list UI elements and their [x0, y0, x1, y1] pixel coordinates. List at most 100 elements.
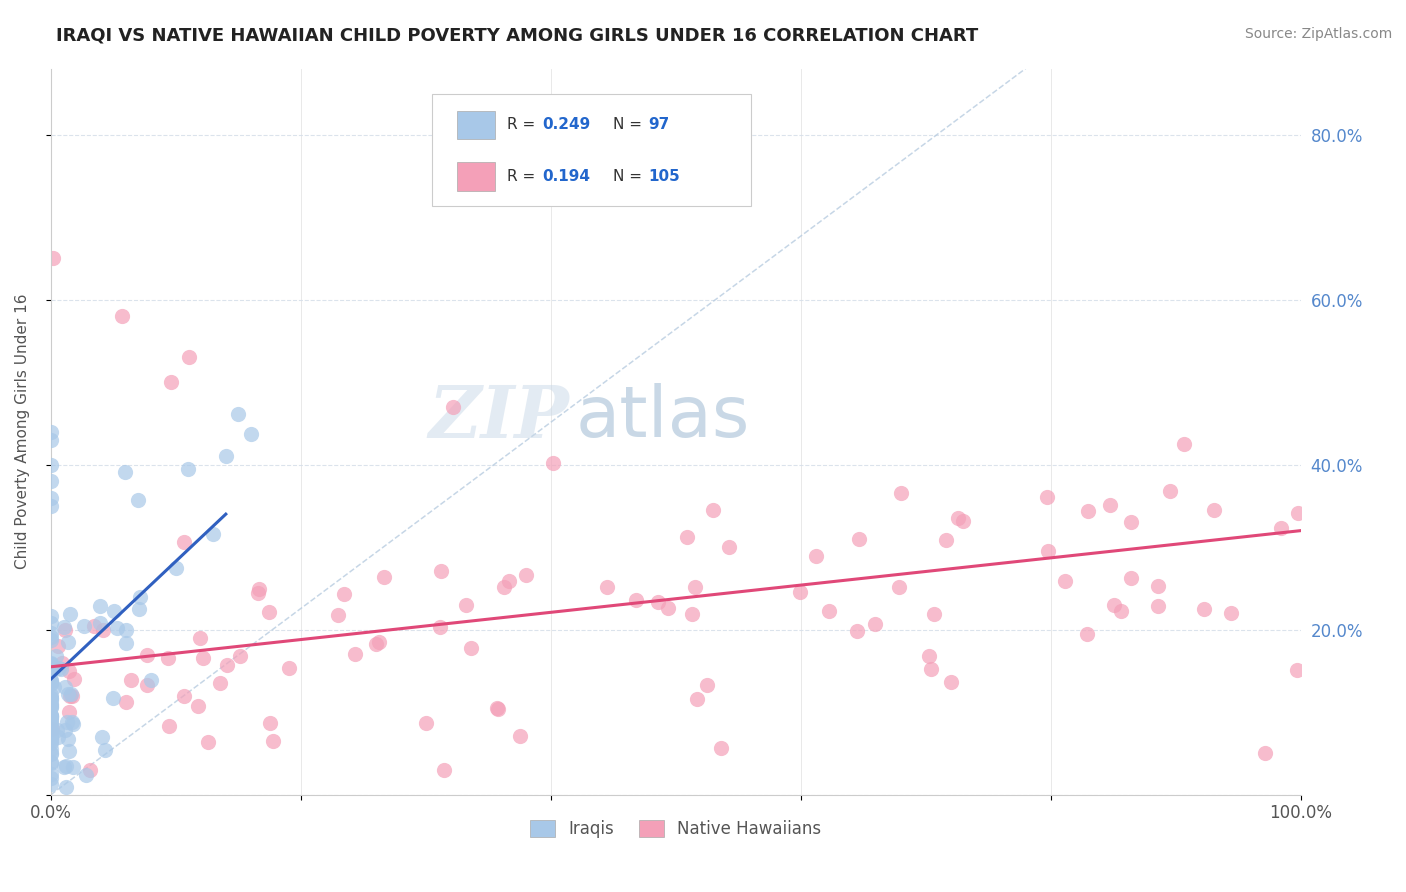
Point — [647, 594, 669, 608]
Point — [920, 662, 942, 676]
Point — [717, 541, 740, 555]
Text: 0.194: 0.194 — [543, 169, 591, 184]
Point — [39, 746, 62, 760]
Point — [541, 456, 564, 470]
Point — [215, 657, 238, 672]
Point — [1119, 571, 1142, 585]
Point — [257, 605, 280, 619]
Point — [39, 458, 62, 472]
Point — [702, 503, 724, 517]
Point — [53, 680, 76, 694]
Point — [1036, 490, 1059, 504]
Point — [79, 763, 101, 777]
Point — [55, 723, 77, 737]
Point — [42, 659, 65, 673]
Point — [863, 617, 886, 632]
Point — [188, 632, 211, 646]
Point — [39, 664, 62, 678]
Point — [209, 676, 232, 690]
Point — [177, 462, 200, 476]
Point — [39, 608, 62, 623]
Point — [1102, 598, 1125, 612]
Point — [39, 693, 62, 707]
Text: 0.249: 0.249 — [543, 118, 591, 132]
FancyBboxPatch shape — [432, 94, 751, 206]
Point — [366, 637, 388, 651]
Point — [262, 734, 284, 748]
Point — [75, 768, 97, 782]
Text: Source: ZipAtlas.com: Source: ZipAtlas.com — [1244, 27, 1392, 41]
Point — [39, 700, 62, 714]
Point — [1147, 579, 1170, 593]
Point — [247, 585, 270, 599]
Point — [56, 732, 79, 747]
Point — [191, 650, 214, 665]
Point — [1288, 506, 1310, 520]
Point — [657, 601, 679, 615]
Point — [39, 710, 62, 724]
Point — [39, 474, 62, 488]
Point — [51, 656, 73, 670]
Point — [48, 730, 70, 744]
Point — [259, 715, 281, 730]
Point — [890, 486, 912, 500]
Point — [39, 657, 62, 671]
Point — [415, 716, 437, 731]
Point — [918, 648, 941, 663]
Point — [177, 351, 200, 365]
Point — [114, 623, 136, 637]
Point — [429, 620, 451, 634]
Point — [39, 491, 62, 505]
Point — [53, 760, 76, 774]
Point — [51, 662, 73, 676]
Point — [62, 760, 84, 774]
Point — [1192, 601, 1215, 615]
Point — [114, 695, 136, 709]
Text: ZIP: ZIP — [429, 382, 569, 452]
Point — [946, 511, 969, 525]
Point — [681, 607, 703, 622]
Text: N =: N = — [613, 169, 647, 184]
Point — [939, 674, 962, 689]
Point — [63, 672, 86, 686]
Point — [39, 677, 62, 691]
Point — [39, 661, 62, 675]
Point — [103, 604, 125, 618]
Point — [1253, 747, 1275, 761]
Point — [156, 650, 179, 665]
Point — [56, 635, 79, 649]
Point — [509, 729, 531, 743]
Point — [111, 309, 134, 323]
Point — [48, 661, 70, 675]
Point — [1111, 604, 1133, 618]
Point — [1121, 516, 1143, 530]
Point — [39, 730, 62, 744]
Point — [39, 656, 62, 670]
Point — [39, 425, 62, 439]
Point — [39, 755, 62, 769]
Point — [39, 676, 62, 690]
Point — [42, 252, 65, 266]
Point — [39, 631, 62, 645]
Point — [239, 427, 262, 442]
Point — [136, 648, 159, 663]
Point — [62, 717, 84, 731]
Point — [39, 691, 62, 706]
Point — [1270, 520, 1292, 534]
Point — [39, 712, 62, 726]
Point — [676, 530, 699, 544]
Text: R =: R = — [508, 169, 540, 184]
Point — [165, 561, 187, 575]
Point — [58, 664, 80, 678]
Point — [515, 567, 537, 582]
Y-axis label: Child Poverty Among Girls Under 16: Child Poverty Among Girls Under 16 — [15, 293, 30, 569]
Point — [1038, 544, 1060, 558]
Point — [804, 549, 827, 563]
Point — [91, 623, 114, 637]
Point — [433, 763, 456, 777]
Point — [136, 678, 159, 692]
Point — [197, 735, 219, 749]
Point — [39, 698, 62, 712]
Point — [187, 698, 209, 713]
Point — [103, 690, 125, 705]
